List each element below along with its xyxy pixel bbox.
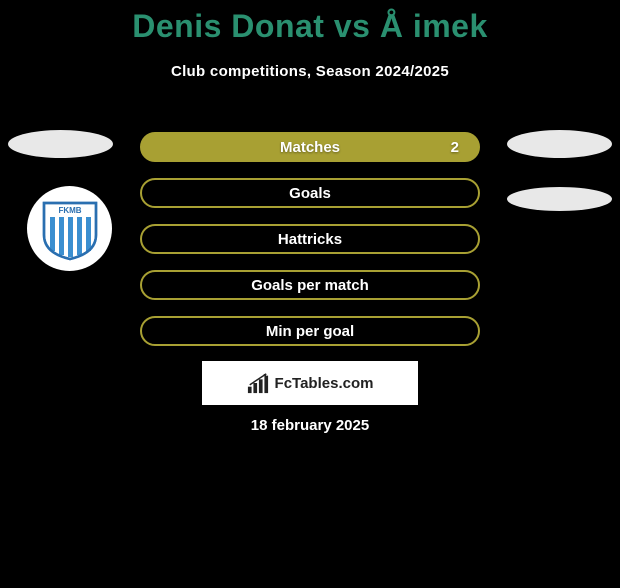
stats-table: Matches 2 Goals Hattricks Goals per matc… [140, 132, 480, 362]
stat-label: Goals [289, 185, 331, 202]
stat-row-matches: Matches 2 [140, 132, 480, 162]
stat-label: Goals per match [251, 277, 369, 294]
stat-row-min-per-goal: Min per goal [140, 316, 480, 346]
attribution-banner[interactable]: FcTables.com [202, 361, 418, 405]
update-date: 18 february 2025 [0, 417, 620, 434]
stat-row-goals: Goals [140, 178, 480, 208]
club-badge-shield: FKMB [42, 197, 98, 261]
stat-row-hattricks: Hattricks [140, 224, 480, 254]
stat-label: Min per goal [266, 323, 354, 340]
shield-icon: FKMB [42, 197, 98, 261]
attribution-text: FcTables.com [275, 375, 374, 392]
player-left-avatar-placeholder [8, 130, 113, 158]
player-right-club-placeholder [507, 187, 612, 211]
fctables-logo-icon [247, 372, 269, 394]
badge-letters: FKMB [58, 206, 81, 215]
page-subtitle: Club competitions, Season 2024/2025 [0, 63, 620, 80]
stat-row-goals-per-match: Goals per match [140, 270, 480, 300]
stat-label: Matches [280, 139, 340, 156]
stat-value: 2 [451, 139, 459, 156]
player-left-club-badge: FKMB [27, 186, 112, 271]
page-title: Denis Donat vs Å imek [0, 8, 620, 45]
stat-label: Hattricks [278, 231, 342, 248]
player-right-avatar-placeholder [507, 130, 612, 158]
